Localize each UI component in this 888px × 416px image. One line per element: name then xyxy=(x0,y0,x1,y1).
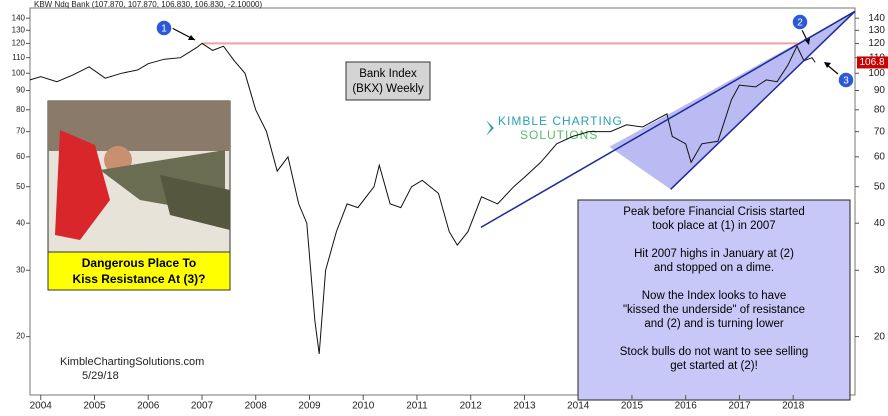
photo-caption: Kiss Resistance At (3)? xyxy=(73,272,206,286)
photo-caption: Dangerous Place To xyxy=(82,256,196,270)
title: (BKX) Weekly xyxy=(352,83,424,95)
caption-box xyxy=(47,251,231,291)
trendline xyxy=(480,10,856,228)
y-tick-label: 130 xyxy=(12,25,26,34)
commentary-line: Hit 2007 highs in January at (2) xyxy=(634,248,794,260)
date: 5/29/18 xyxy=(82,370,119,382)
x-tick-label: 2007 xyxy=(191,401,214,412)
y-tick-label: 100 xyxy=(868,68,885,79)
y-tick-label: 60 xyxy=(16,152,25,161)
x-tick-label: 2014 xyxy=(567,401,590,412)
y-tick-label: 110 xyxy=(12,53,25,62)
y-tick-label: 120 xyxy=(12,39,26,48)
x-tick-label: 2006 xyxy=(137,401,160,412)
last-value-label: 106.8 xyxy=(859,57,884,68)
y-tick-label: 50 xyxy=(16,182,25,191)
marker: 3 xyxy=(824,62,855,89)
y-tick-label: 40 xyxy=(16,218,25,227)
x-tick-label: 2008 xyxy=(245,401,268,412)
x-tick-label: 2011 xyxy=(406,401,428,412)
logo: KIMBLE CHARTING SOLUTIONS xyxy=(486,114,623,142)
y-tick-label: 50 xyxy=(874,181,886,192)
marker-label: 3 xyxy=(843,76,849,87)
photo xyxy=(47,100,231,253)
marker-label: 2 xyxy=(797,18,803,29)
y-tick-label: 80 xyxy=(874,104,886,115)
title-box xyxy=(345,61,431,101)
y-tick-label: 140 xyxy=(12,13,26,22)
x-tick-label: 2010 xyxy=(352,401,375,412)
x-tick-label: 2009 xyxy=(298,401,321,412)
y-tick-label: 90 xyxy=(874,85,886,96)
x-tick-label: 2017 xyxy=(728,401,751,412)
y-tick-label: 100 xyxy=(12,68,26,77)
title: Bank Index xyxy=(359,68,417,80)
x-tick-label: 2012 xyxy=(460,401,483,412)
commentary-line: get started at (2)! xyxy=(670,360,758,372)
y-tick-label: 40 xyxy=(874,218,886,229)
plot-frame xyxy=(29,7,856,396)
commentary-line: Now the Index looks to have xyxy=(642,290,786,302)
commentary-line: Stock bulls do not want to see selling xyxy=(620,346,809,358)
commentary-line: Peak before Financial Crisis started xyxy=(623,206,805,218)
logo-text: KIMBLE CHARTING xyxy=(498,114,623,128)
x-tick-label: 2018 xyxy=(782,401,805,412)
y-tick-label: 70 xyxy=(16,127,25,136)
x-tick-label: 2005 xyxy=(83,401,106,412)
commentary-line: "kissed the underside" of resistance xyxy=(623,304,805,316)
y-tick-label: 20 xyxy=(16,332,25,341)
marker: 1 xyxy=(155,19,196,41)
x-tick-label: 2013 xyxy=(513,401,536,412)
y-tick-label: 80 xyxy=(16,105,25,114)
y-tick-label: 60 xyxy=(874,151,886,162)
logo-text: SOLUTIONS xyxy=(520,128,598,142)
y-tick-label: 30 xyxy=(16,265,25,274)
header: KBW Ndq Bank (107.870, 107.870, 106.830,… xyxy=(34,0,263,9)
wedge-area xyxy=(609,11,855,190)
y-tick-label: 20 xyxy=(874,331,886,342)
y-tick-label: 90 xyxy=(16,86,25,95)
price-line xyxy=(29,42,816,354)
marker-label: 1 xyxy=(161,24,167,35)
commentary-box xyxy=(577,199,851,401)
commentary-line: and (2) and is turning lower xyxy=(644,318,784,330)
y-tick-label: 120 xyxy=(868,38,885,49)
y-tick-label: 30 xyxy=(874,265,886,276)
y-tick-label: 130 xyxy=(868,25,885,36)
commentary-line: took place at (1) in 2007 xyxy=(652,220,775,232)
last-value-box xyxy=(857,56,888,69)
y-tick-label: 70 xyxy=(874,126,886,137)
trendline xyxy=(670,10,856,190)
commentary-line: and stopped on a dime. xyxy=(654,262,774,274)
x-tick-label: 2016 xyxy=(675,401,698,412)
y-tick-label: 140 xyxy=(868,13,885,24)
credit: KimbleChartingSolutions.com xyxy=(60,356,204,368)
x-tick-label: 2015 xyxy=(621,401,644,412)
x-tick-label: 2004 xyxy=(30,401,53,412)
